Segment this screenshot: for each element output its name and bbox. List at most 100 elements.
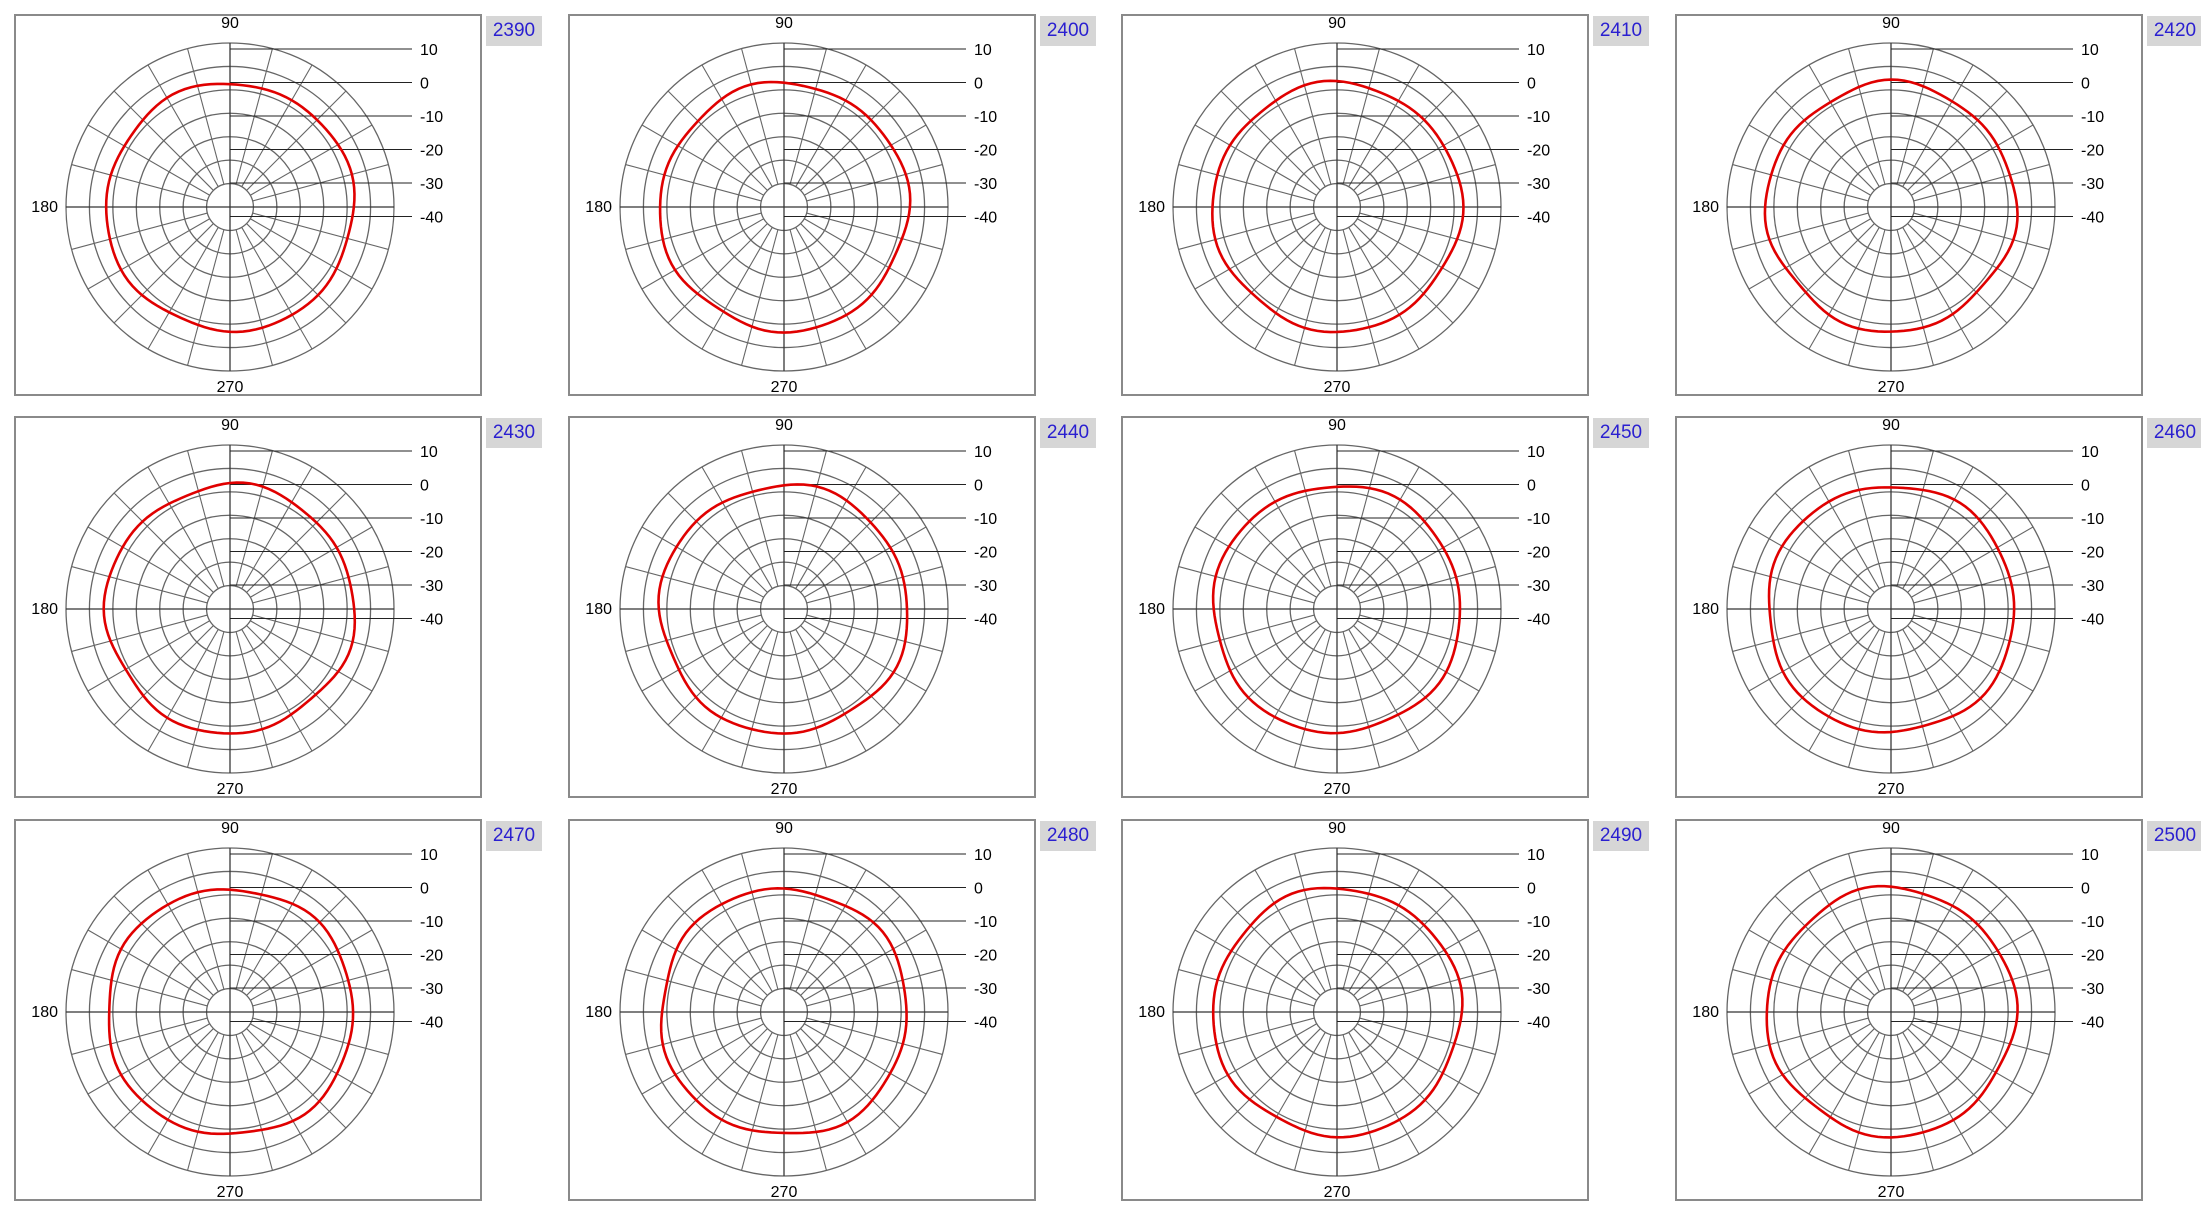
radial-tick-label: -10: [974, 511, 997, 528]
polar-spoke: [1342, 1034, 1380, 1171]
polar-spoke: [1254, 869, 1326, 992]
polar-spoke: [625, 164, 762, 202]
polar-spoke: [1294, 631, 1332, 768]
polar-spoke: [789, 229, 827, 366]
polar-spoke: [1357, 526, 1480, 598]
radial-tick-label: 10: [1527, 42, 1545, 59]
radial-tick-label: -40: [974, 612, 997, 629]
polar-plot-svg: 10 0 -10 -20 -30 -40 90 180 270: [31, 16, 443, 396]
radial-tick-label: -30: [2081, 176, 2104, 193]
polar-spoke: [71, 212, 208, 250]
polar-spoke: [1902, 227, 1974, 350]
polar-spoke: [800, 1028, 901, 1129]
polar-spoke: [241, 869, 313, 992]
polar-spoke: [1808, 869, 1880, 992]
angle-label-270: 270: [217, 1184, 244, 1201]
polar-spoke: [1902, 64, 1974, 187]
polar-spoke: [87, 620, 210, 692]
radial-tick-label: -30: [974, 176, 997, 193]
frequency-label: 2500: [2147, 821, 2201, 851]
polar-plot-svg: 10 0 -10 -20 -30 -40 90 180 270: [585, 821, 997, 1201]
angle-label-180: 180: [1138, 199, 1165, 216]
radial-tick-label: -10: [420, 914, 443, 931]
polar-spoke: [1774, 492, 1875, 593]
polar-spoke: [1348, 227, 1420, 350]
polar-spoke: [1907, 625, 2008, 726]
angle-label-90: 90: [1328, 418, 1346, 434]
angle-label-270: 270: [771, 781, 798, 798]
radial-tick-label: 0: [1527, 478, 1536, 495]
radial-tick-label: -30: [974, 981, 997, 998]
radial-tick-label: -30: [1527, 578, 1550, 595]
polar-spoke: [250, 526, 373, 598]
polar-spoke: [800, 625, 901, 726]
polar-spoke: [1732, 164, 1869, 202]
radial-tick-label: -30: [420, 578, 443, 595]
radial-tick-label: -10: [420, 109, 443, 126]
polar-spoke: [701, 629, 773, 752]
polar-spoke: [1774, 1028, 1875, 1129]
polar-spoke: [741, 631, 779, 768]
polar-spoke: [667, 895, 768, 996]
polar-spoke: [1353, 90, 1454, 191]
polar-spoke: [625, 566, 762, 604]
polar-spoke: [1748, 1023, 1871, 1095]
polar-plot-svg: 10 0 -10 -20 -30 -40 90 180 270: [585, 418, 997, 798]
polar-plot-svg: 10 0 -10 -20 -30 -40 90 180 270: [1692, 418, 2104, 798]
polar-spoke: [71, 614, 208, 652]
frequency-label: 2470: [486, 821, 542, 851]
radiation-pattern-trace: [107, 888, 355, 1136]
radial-tick-label: -20: [974, 143, 997, 160]
radial-tick-label: -10: [974, 914, 997, 931]
radial-tick-label: 0: [2081, 478, 2090, 495]
polar-spoke: [1748, 620, 1871, 692]
polar-spoke: [1907, 895, 2008, 996]
angle-label-180: 180: [31, 1004, 58, 1021]
polar-spoke: [252, 212, 389, 250]
radial-tick-label: 0: [1527, 76, 1536, 93]
polar-spoke: [1178, 212, 1315, 250]
polar-spoke: [1353, 895, 1454, 996]
polar-spoke: [625, 614, 762, 652]
polar-spoke: [806, 212, 943, 250]
radial-tick-label: -10: [2081, 511, 2104, 528]
polar-spoke: [235, 631, 273, 768]
polar-spoke: [1357, 620, 1480, 692]
polar-spoke: [741, 450, 779, 587]
radial-tick-label: -20: [420, 143, 443, 160]
polar-spoke: [741, 1034, 779, 1171]
polar-plot-panel: 10 0 -10 -20 -30 -40 90 180 270: [568, 14, 1036, 396]
angle-label-90: 90: [775, 821, 793, 837]
angle-label-270: 270: [1324, 1184, 1351, 1201]
polar-spoke: [246, 625, 347, 726]
polar-spoke: [187, 853, 225, 990]
radial-tick-label: -30: [2081, 981, 2104, 998]
angle-label-90: 90: [1882, 418, 1900, 434]
polar-spoke: [1748, 218, 1871, 290]
polar-spoke: [1732, 969, 1869, 1007]
angle-label-270: 270: [217, 379, 244, 396]
polar-spoke: [87, 218, 210, 290]
radial-tick-label: -20: [420, 545, 443, 562]
polar-spoke: [246, 1028, 347, 1129]
radiation-pattern-trace: [658, 80, 912, 334]
radial-tick-label: -40: [2081, 612, 2104, 629]
radial-tick-label: -20: [1527, 948, 1550, 965]
polar-spoke: [1359, 1017, 1496, 1055]
radial-tick-label: 10: [420, 42, 438, 59]
polar-plot-svg: 10 0 -10 -20 -30 -40 90 180 270: [585, 16, 997, 396]
polar-spoke: [804, 124, 927, 196]
polar-spoke: [1178, 614, 1315, 652]
polar-spoke: [1774, 90, 1875, 191]
polar-spoke: [1774, 625, 1875, 726]
polar-spoke: [147, 64, 219, 187]
polar-spoke: [1774, 895, 1875, 996]
polar-spoke: [246, 492, 347, 593]
polar-spoke: [701, 466, 773, 589]
polar-spoke: [1848, 631, 1886, 768]
frequency-label: 2420: [2147, 16, 2201, 46]
radiation-pattern-trace: [104, 82, 356, 334]
polar-spoke: [71, 164, 208, 202]
radial-tick-label: 10: [2081, 847, 2099, 864]
